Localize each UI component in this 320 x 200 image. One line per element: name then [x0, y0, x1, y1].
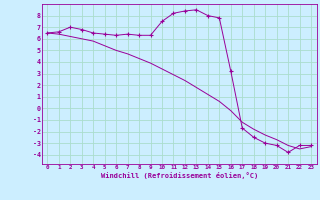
X-axis label: Windchill (Refroidissement éolien,°C): Windchill (Refroidissement éolien,°C): [100, 172, 258, 179]
